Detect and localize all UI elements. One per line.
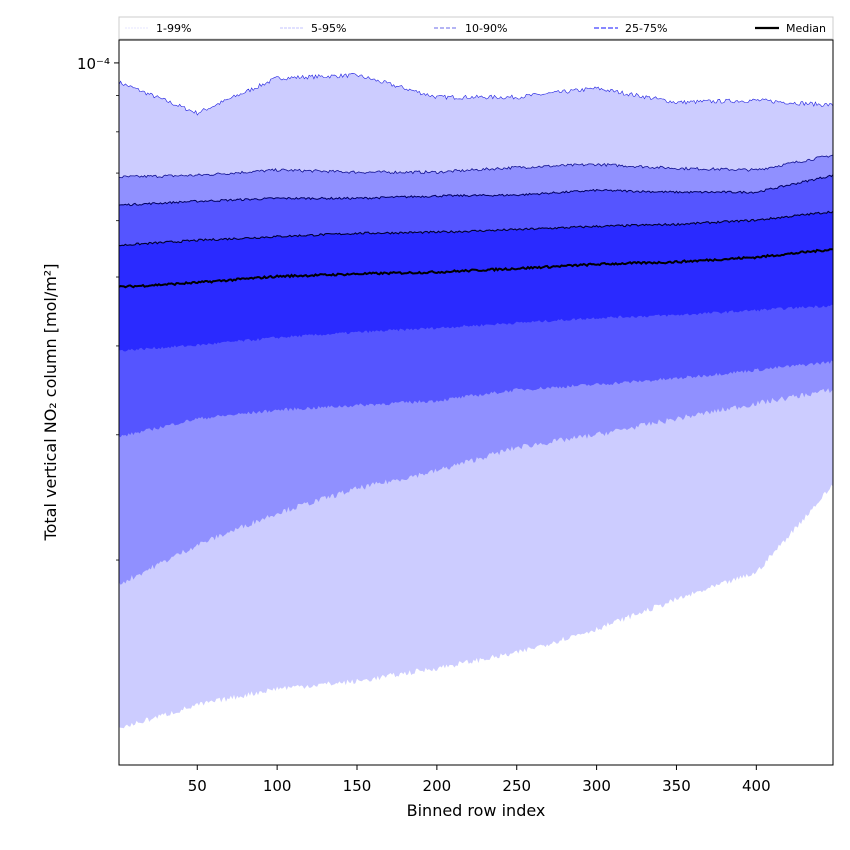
x-axis-label: Binned row index <box>407 801 546 820</box>
legend-box <box>118 16 834 40</box>
legend-item-Median: Median <box>755 22 826 35</box>
x-tick-label: 400 <box>742 777 771 795</box>
y-axis: 10⁻⁴ <box>77 55 119 561</box>
legend-item-5-95pct: 5-95% <box>280 22 346 35</box>
legend-label: 5-95% <box>311 22 346 35</box>
x-tick-label: 300 <box>582 777 611 795</box>
band-25-75 <box>119 211 833 352</box>
legend-label: 1-99% <box>156 22 191 35</box>
x-tick-label: 150 <box>343 777 372 795</box>
x-tick-label: 350 <box>662 777 691 795</box>
x-tick-label: 200 <box>423 777 452 795</box>
legend-item-1-99pct: 1-99% <box>125 22 191 35</box>
axes-frame <box>118 39 834 766</box>
y-axis-label: Total vertical NO₂ column [mol/m²] <box>41 264 60 542</box>
x-tick-label: 100 <box>263 777 292 795</box>
legend-label: Median <box>786 22 826 35</box>
x-axis: 50 100 150 200 250 300 350 400 <box>188 765 771 795</box>
legend-label: 10-90% <box>465 22 507 35</box>
plot-area <box>118 72 834 729</box>
line-median <box>118 248 834 289</box>
legend: 1-99% 5-95% 10-90% 25-75% Median <box>118 16 834 40</box>
line-p75 <box>118 210 834 247</box>
legend-label: 25-75% <box>625 22 667 35</box>
x-tick-label: 50 <box>188 777 207 795</box>
x-tick-label: 250 <box>502 777 531 795</box>
y-tick-label: 10⁻⁴ <box>77 55 110 73</box>
legend-item-10-90pct: 10-90% <box>434 22 507 35</box>
legend-item-25-75pct: 25-75% <box>594 22 667 35</box>
line-p95 <box>118 154 834 179</box>
line-p99 <box>118 72 834 116</box>
line-p90 <box>118 174 834 207</box>
